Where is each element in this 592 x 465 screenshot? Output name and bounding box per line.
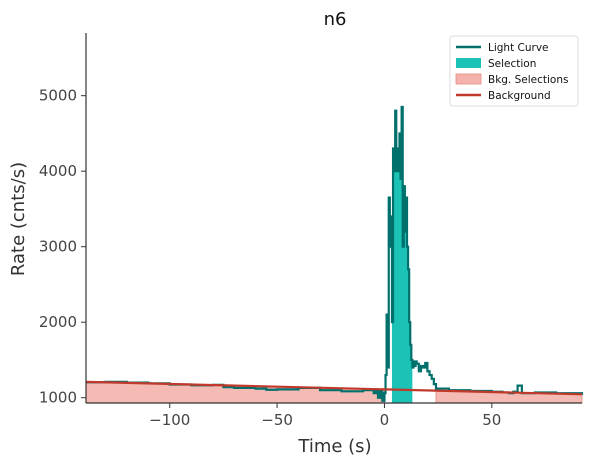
selection-layer <box>391 107 413 403</box>
axes: −100 −50 0 50 1000 2000 3000 4000 5000 <box>39 33 582 429</box>
light-curve-layer <box>86 105 584 402</box>
y-tick-label: 5000 <box>39 87 77 105</box>
legend-label: Bkg. Selections <box>488 74 568 86</box>
x-tick-label: 0 <box>380 411 390 429</box>
y-axis-label: Rate (cnts/s) <box>8 162 29 276</box>
chart-title: n6 <box>324 9 347 30</box>
legend: Light Curve Selection Bkg. Selections Backg… <box>449 35 579 107</box>
x-axis-label: Time (s) <box>297 436 371 457</box>
selection-region <box>391 107 413 403</box>
y-tick-label: 1000 <box>39 389 77 407</box>
legend-swatch <box>456 58 481 68</box>
y-tick-label: 2000 <box>39 313 77 331</box>
light-curve-line <box>86 105 584 402</box>
x-tick-label: −50 <box>261 411 293 429</box>
y-tick-label: 4000 <box>39 162 77 180</box>
legend-label: Background <box>488 90 551 102</box>
x-tick-label: −100 <box>149 411 190 429</box>
x-tick-label: 50 <box>482 411 501 429</box>
x-ticks: −100 −50 0 50 <box>149 403 501 429</box>
y-tick-label: 3000 <box>39 238 77 256</box>
legend-label: Selection <box>488 58 536 70</box>
plot-area <box>85 105 584 404</box>
legend-box <box>449 35 579 107</box>
legend-label: Light Curve <box>488 42 549 54</box>
background-fit-line <box>85 380 583 396</box>
y-ticks: 1000 2000 3000 4000 5000 <box>39 87 86 407</box>
background-fit-layer <box>85 380 583 396</box>
legend-swatch <box>455 73 482 85</box>
